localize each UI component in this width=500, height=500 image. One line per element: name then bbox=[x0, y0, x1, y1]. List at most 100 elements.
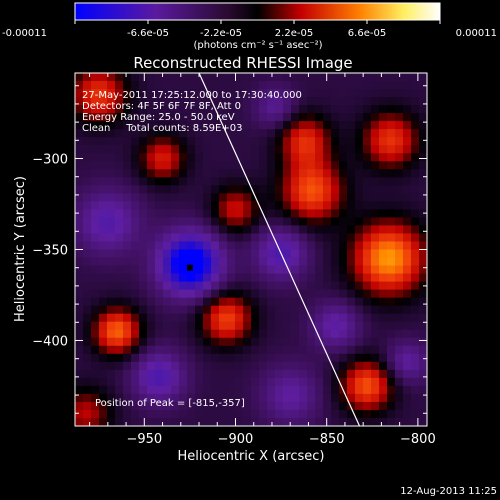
heatmap-cell bbox=[235, 281, 244, 291]
heatmap-cell bbox=[411, 225, 420, 235]
heatmap-cell bbox=[147, 153, 156, 162]
heatmap-cell bbox=[243, 353, 252, 363]
heatmap-cell bbox=[139, 297, 148, 307]
heatmap-cell bbox=[347, 89, 356, 98]
heatmap-cell bbox=[99, 321, 108, 331]
heatmap-cell bbox=[179, 193, 188, 202]
heatmap-cell bbox=[147, 361, 156, 371]
heatmap-cell bbox=[403, 89, 412, 98]
heatmap-cell bbox=[227, 409, 236, 419]
heatmap-cell bbox=[395, 313, 404, 323]
heatmap-cell bbox=[299, 273, 308, 283]
heatmap-cell bbox=[339, 249, 348, 259]
heatmap-cell bbox=[115, 249, 124, 259]
heatmap-cell bbox=[411, 193, 420, 202]
heatmap-cell bbox=[171, 249, 180, 259]
heatmap-cell bbox=[251, 225, 260, 235]
heatmap-cell bbox=[107, 337, 116, 347]
heatmap-cell bbox=[155, 401, 164, 411]
heatmap-cell bbox=[171, 369, 180, 379]
heatmap-cell bbox=[339, 313, 348, 323]
heatmap-cell bbox=[163, 217, 172, 227]
heatmap-cell bbox=[347, 265, 356, 275]
heatmap-cell bbox=[387, 129, 396, 138]
heatmap-cell bbox=[395, 169, 404, 178]
heatmap-cell bbox=[139, 281, 148, 291]
heatmap-cell bbox=[203, 257, 212, 267]
heatmap-cell bbox=[339, 97, 348, 106]
heatmap-cell bbox=[339, 113, 348, 122]
heatmap-cell bbox=[243, 153, 252, 162]
heatmap-cell bbox=[99, 185, 108, 194]
heatmap-cell bbox=[155, 353, 164, 363]
heatmap-cell bbox=[355, 385, 364, 395]
heatmap-cell bbox=[403, 153, 412, 162]
heatmap-cell bbox=[219, 81, 228, 90]
heatmap-cell bbox=[323, 249, 332, 259]
heatmap-cell bbox=[379, 273, 388, 283]
heatmap-cell bbox=[387, 337, 396, 347]
heatmap-cell bbox=[75, 305, 84, 315]
heatmap-cell bbox=[131, 105, 140, 114]
heatmap-cell bbox=[267, 209, 276, 219]
heatmap-cell bbox=[347, 361, 356, 371]
heatmap-cell bbox=[83, 97, 92, 106]
heatmap-cell bbox=[227, 353, 236, 363]
heatmap-cell bbox=[363, 265, 372, 275]
heatmap-cell bbox=[235, 185, 244, 194]
heatmap-cell bbox=[163, 273, 172, 283]
heatmap-cell bbox=[275, 321, 284, 331]
heatmap-cell bbox=[419, 385, 427, 395]
heatmap-cell bbox=[243, 345, 252, 355]
heatmap-cell bbox=[379, 145, 388, 154]
heatmap-cell bbox=[155, 89, 164, 98]
heatmap-cell bbox=[107, 409, 116, 419]
heatmap-cell bbox=[179, 145, 188, 154]
heatmap-cell bbox=[75, 121, 84, 130]
heatmap-cell bbox=[195, 417, 204, 426]
heatmap-cell bbox=[315, 217, 324, 227]
heatmap-cell bbox=[339, 177, 348, 186]
heatmap-cell bbox=[315, 297, 324, 307]
heatmap-cell bbox=[275, 409, 284, 419]
heatmap-cell bbox=[171, 209, 180, 219]
heatmap-cell bbox=[283, 105, 292, 114]
heatmap-cell bbox=[171, 225, 180, 235]
heatmap-cell bbox=[243, 145, 252, 154]
heatmap-cell bbox=[299, 169, 308, 178]
heatmap-cell bbox=[323, 145, 332, 154]
heatmap-cell bbox=[211, 273, 220, 283]
heatmap-cell bbox=[187, 177, 196, 186]
heatmap-cell bbox=[419, 289, 427, 299]
heatmap-cell bbox=[299, 145, 308, 154]
heatmap-cell bbox=[219, 249, 228, 259]
heatmap-cell bbox=[83, 329, 92, 339]
heatmap-cell bbox=[395, 345, 404, 355]
heatmap-cell bbox=[91, 241, 100, 251]
heatmap-cell bbox=[347, 409, 356, 419]
heatmap-cell bbox=[371, 361, 380, 371]
heatmap-cell bbox=[259, 281, 268, 291]
heatmap-cell bbox=[275, 145, 284, 154]
heatmap-cell bbox=[291, 105, 300, 114]
heatmap-cell bbox=[195, 289, 204, 299]
heatmap-cell bbox=[243, 217, 252, 227]
heatmap-cell bbox=[259, 409, 268, 419]
heatmap-cell bbox=[203, 297, 212, 307]
heatmap-cell bbox=[323, 129, 332, 138]
heatmap-cell bbox=[339, 353, 348, 363]
heatmap-cell bbox=[227, 393, 236, 403]
heatmap-cell bbox=[219, 217, 228, 227]
heatmap-cell bbox=[259, 241, 268, 251]
heatmap-cell bbox=[291, 81, 300, 90]
heatmap-cell bbox=[91, 257, 100, 267]
heatmap-cell bbox=[99, 385, 108, 395]
heatmap-cell bbox=[275, 393, 284, 403]
heatmap-cell bbox=[235, 153, 244, 162]
heatmap-cell bbox=[315, 377, 324, 387]
heatmap-cell bbox=[147, 329, 156, 339]
heatmap-cell bbox=[251, 161, 260, 170]
heatmap-cell bbox=[235, 345, 244, 355]
heatmap-cell bbox=[339, 209, 348, 219]
heatmap-cell bbox=[387, 169, 396, 178]
